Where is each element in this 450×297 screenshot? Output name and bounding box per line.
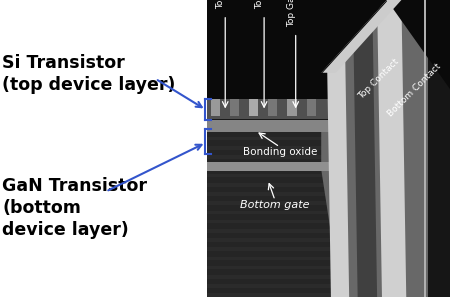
Polygon shape (321, 0, 387, 74)
Bar (249, 99, 258, 116)
Bar (424, 0, 427, 297)
Bar (207, 0, 450, 297)
Bar (207, 0, 333, 99)
Bar (428, 0, 450, 297)
Bar (207, 174, 333, 177)
Bar (207, 119, 333, 120)
Text: Top Contact: Top Contact (356, 57, 400, 101)
Polygon shape (321, 0, 387, 74)
Bar (207, 146, 333, 150)
Bar (207, 120, 333, 132)
Text: Bonding oxide: Bonding oxide (243, 147, 317, 157)
Polygon shape (321, 0, 450, 89)
Polygon shape (377, 0, 406, 297)
Polygon shape (321, 0, 401, 73)
Text: GaN Transistor
(bottom
device layer): GaN Transistor (bottom device layer) (2, 177, 147, 239)
Text: Bottom Contact: Bottom Contact (386, 62, 442, 119)
Bar (207, 137, 333, 140)
Bar (268, 99, 278, 116)
Bar (207, 238, 333, 242)
Polygon shape (353, 0, 377, 297)
Polygon shape (326, 0, 349, 297)
Text: Top contact: Top contact (255, 0, 264, 9)
Bar (207, 155, 333, 159)
Bar (207, 229, 333, 233)
Bar (207, 131, 333, 297)
Bar (207, 247, 333, 251)
Bar (207, 220, 333, 223)
Bar (207, 99, 333, 119)
Bar (288, 99, 297, 116)
Text: Top Epi S/D: Top Epi S/D (216, 0, 225, 9)
Bar (207, 183, 333, 187)
Polygon shape (321, 0, 450, 297)
Bar (207, 293, 333, 297)
Bar (207, 284, 333, 288)
Bar (207, 162, 333, 171)
Text: Top Gate: Top Gate (287, 0, 296, 27)
Bar (207, 211, 333, 214)
Text: Bottom gate: Bottom gate (240, 200, 310, 211)
Bar (306, 99, 316, 116)
Text: Si Transistor
(top device layer): Si Transistor (top device layer) (2, 54, 176, 94)
Bar (211, 99, 220, 116)
Bar (207, 201, 333, 205)
Bar (230, 99, 239, 116)
Bar (207, 275, 333, 279)
Bar (207, 165, 333, 168)
Bar (207, 192, 333, 196)
Bar (207, 257, 333, 260)
Bar (207, 266, 333, 269)
